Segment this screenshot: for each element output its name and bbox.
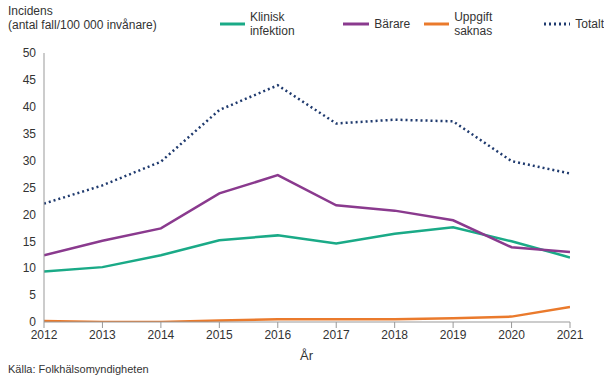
html-text:År: År [300, 348, 313, 363]
html-text:Bärare: Bärare [374, 17, 411, 31]
html-text:Totalt: Totalt [575, 17, 604, 31]
svg-text:2016: 2016 [264, 328, 291, 342]
svg-text:2014: 2014 [148, 328, 175, 342]
svg-text:2017: 2017 [323, 328, 350, 342]
html-text:Uppgift saknas: Uppgift saknas [454, 10, 493, 38]
svg-text:2018: 2018 [381, 328, 408, 342]
html-text:(antal fall/100 000 invånare): (antal fall/100 000 invånare) [8, 18, 157, 32]
svg-text:10: 10 [23, 261, 37, 275]
svg-text:20: 20 [23, 208, 37, 222]
svg-text:25: 25 [23, 181, 37, 195]
svg-text:2021: 2021 [557, 328, 584, 342]
svg-text:5: 5 [29, 288, 36, 302]
svg-text:2013: 2013 [89, 328, 116, 342]
html-text:Klinisk infektion: Klinisk infektion [249, 10, 295, 38]
svg-text:50: 50 [23, 46, 37, 60]
svg-text:40: 40 [23, 100, 37, 114]
svg-text:15: 15 [23, 235, 37, 249]
svg-text:2019: 2019 [440, 328, 467, 342]
html-text:Incidens: Incidens [8, 4, 53, 18]
svg-text:30: 30 [23, 154, 37, 168]
svg-text:2020: 2020 [498, 328, 525, 342]
svg-text:2015: 2015 [206, 328, 233, 342]
html-text:Källa: Folkhälsomyndigheten: Källa: Folkhälsomyndigheten [8, 363, 149, 375]
svg-text:2012: 2012 [31, 328, 58, 342]
svg-text:0: 0 [29, 315, 36, 329]
svg-text:35: 35 [23, 127, 37, 141]
svg-text:45: 45 [23, 73, 37, 87]
